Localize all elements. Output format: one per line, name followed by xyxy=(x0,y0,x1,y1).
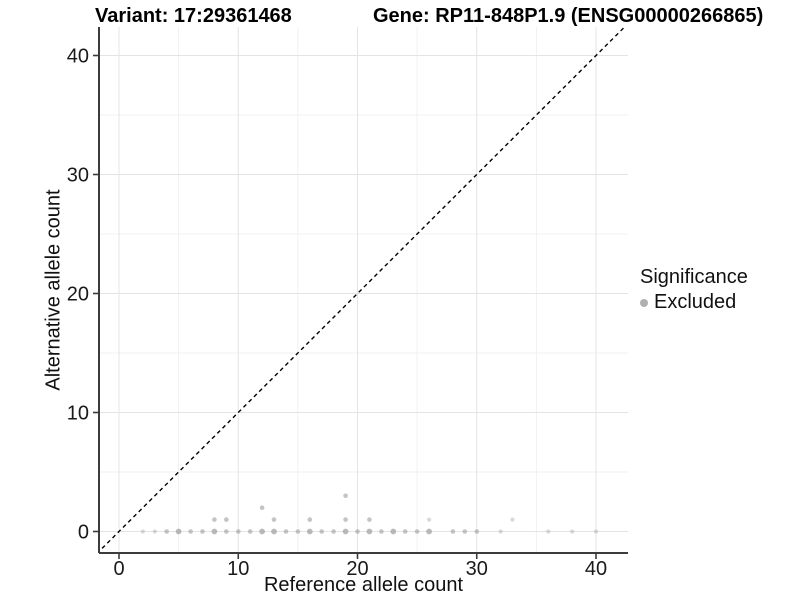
data-point xyxy=(164,529,169,534)
data-point xyxy=(450,529,456,534)
y-tick-label: 10 xyxy=(67,403,89,425)
plot-title-variant: Variant: 17:29361468 xyxy=(95,5,292,27)
data-point xyxy=(343,517,348,522)
data-point xyxy=(367,517,372,522)
data-point xyxy=(211,528,218,535)
data-point xyxy=(295,529,301,534)
legend-key-dot xyxy=(640,298,648,307)
plot-title-gene: Gene: RP11-848P1.9 (ENSG00000266865) xyxy=(373,5,764,27)
data-point xyxy=(306,528,313,535)
data-point xyxy=(462,529,468,534)
data-point xyxy=(319,529,325,534)
x-axis-title: Reference allele count xyxy=(263,574,463,596)
data-point xyxy=(379,529,384,534)
y-tick-label: 20 xyxy=(67,284,89,306)
data-point xyxy=(200,529,205,534)
x-tick-label: 30 xyxy=(466,558,488,580)
data-point xyxy=(343,493,348,499)
legend-item-excluded: Excluded xyxy=(640,291,748,314)
data-point xyxy=(546,529,551,534)
data-point xyxy=(307,517,313,522)
data-point xyxy=(140,529,145,534)
data-point xyxy=(402,529,408,534)
data-point xyxy=(414,529,420,534)
data-point xyxy=(175,528,182,535)
data-point xyxy=(212,517,217,522)
data-point xyxy=(224,529,229,534)
y-tick-label: 0 xyxy=(78,522,89,544)
data-point xyxy=(498,529,503,534)
x-tick-label: 10 xyxy=(227,558,249,580)
data-point xyxy=(366,528,373,535)
data-point xyxy=(355,529,360,534)
legend-title: Significance xyxy=(640,266,748,288)
identity-line xyxy=(99,27,626,553)
data-point xyxy=(474,529,480,534)
data-point xyxy=(247,529,253,534)
y-axis-title: Alternative allele count xyxy=(42,189,65,391)
data-point xyxy=(236,529,241,534)
data-point xyxy=(390,528,397,535)
data-point xyxy=(570,529,575,534)
y-tick-label: 40 xyxy=(67,46,89,68)
data-point xyxy=(427,517,432,522)
data-point xyxy=(331,529,336,534)
y-tick-label: 30 xyxy=(67,165,89,187)
data-point xyxy=(593,529,599,534)
data-point xyxy=(271,517,277,522)
data-point xyxy=(152,529,157,534)
data-point xyxy=(259,505,265,511)
data-point xyxy=(426,528,432,535)
x-tick-label: 40 xyxy=(585,558,607,580)
data-point xyxy=(342,528,349,535)
data-point xyxy=(283,529,289,534)
x-tick-label: 0 xyxy=(113,558,124,580)
legend-item-label: Excluded xyxy=(654,291,737,313)
data-point xyxy=(271,528,277,535)
legend: Significance Excluded xyxy=(640,266,748,314)
data-point xyxy=(510,517,515,522)
data-point xyxy=(224,517,229,522)
data-point xyxy=(188,529,193,534)
x-tick-label: 20 xyxy=(346,558,368,580)
data-point xyxy=(259,528,265,535)
